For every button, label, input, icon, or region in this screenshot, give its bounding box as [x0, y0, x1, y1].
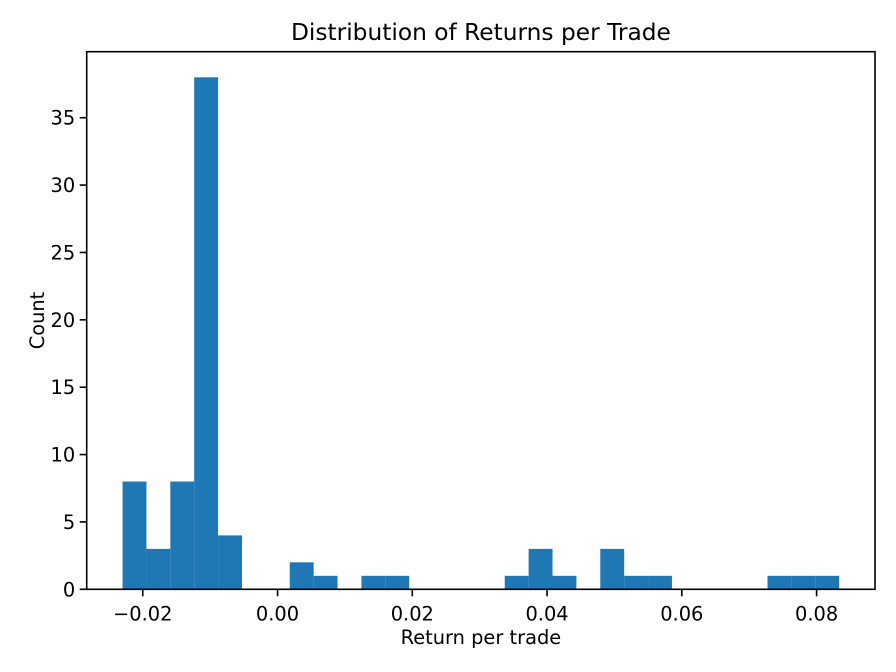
x-tick-label: 0.02: [391, 603, 434, 626]
y-tick-label: 30: [51, 174, 76, 197]
y-axis-label: Count: [26, 291, 49, 349]
y-tick-label: 35: [51, 107, 76, 130]
axes-layer: −0.02 0.00 0.02 0.04 0.06 0.08 0 5 10 15 20 25 30 35: [51, 50, 876, 626]
histogram-bar: [648, 575, 672, 590]
histogram-bar: [504, 575, 529, 590]
histogram-bar: [194, 77, 219, 590]
x-tick-label: −0.02: [113, 603, 172, 626]
histogram-bar: [289, 562, 314, 590]
histogram-bar: [122, 481, 147, 590]
x-tick-label: 0.08: [795, 603, 838, 626]
chart-title: Distribution of Returns per Trade: [291, 19, 671, 46]
x-tick-label: 0.04: [525, 603, 568, 626]
histogram-bar: [791, 575, 816, 590]
histogram-bar: [361, 575, 386, 590]
histogram-bar: [170, 481, 195, 590]
histogram-bar: [313, 575, 338, 590]
x-tick-label: 0.06: [660, 603, 703, 626]
y-tick-label: 15: [51, 376, 76, 399]
x-tick-label: 0.00: [256, 603, 299, 626]
y-tick-label: 25: [51, 241, 76, 264]
y-tick-label: 5: [63, 511, 75, 534]
y-tick-label: 0: [63, 578, 75, 601]
x-axis-label: Return per trade: [401, 626, 562, 649]
histogram-bar: [624, 575, 649, 590]
histogram-bar: [552, 575, 577, 590]
y-tick-label: 20: [51, 309, 76, 332]
histogram-bar: [385, 575, 410, 590]
histogram-bar: [767, 575, 792, 590]
y-tick-label: 10: [51, 444, 76, 467]
histogram-bar: [600, 548, 625, 590]
histogram-bar: [218, 535, 242, 590]
histogram-bar: [815, 575, 840, 590]
histogram-bar: [528, 548, 553, 590]
bars-layer: [122, 77, 840, 590]
histogram-bar: [146, 548, 171, 590]
